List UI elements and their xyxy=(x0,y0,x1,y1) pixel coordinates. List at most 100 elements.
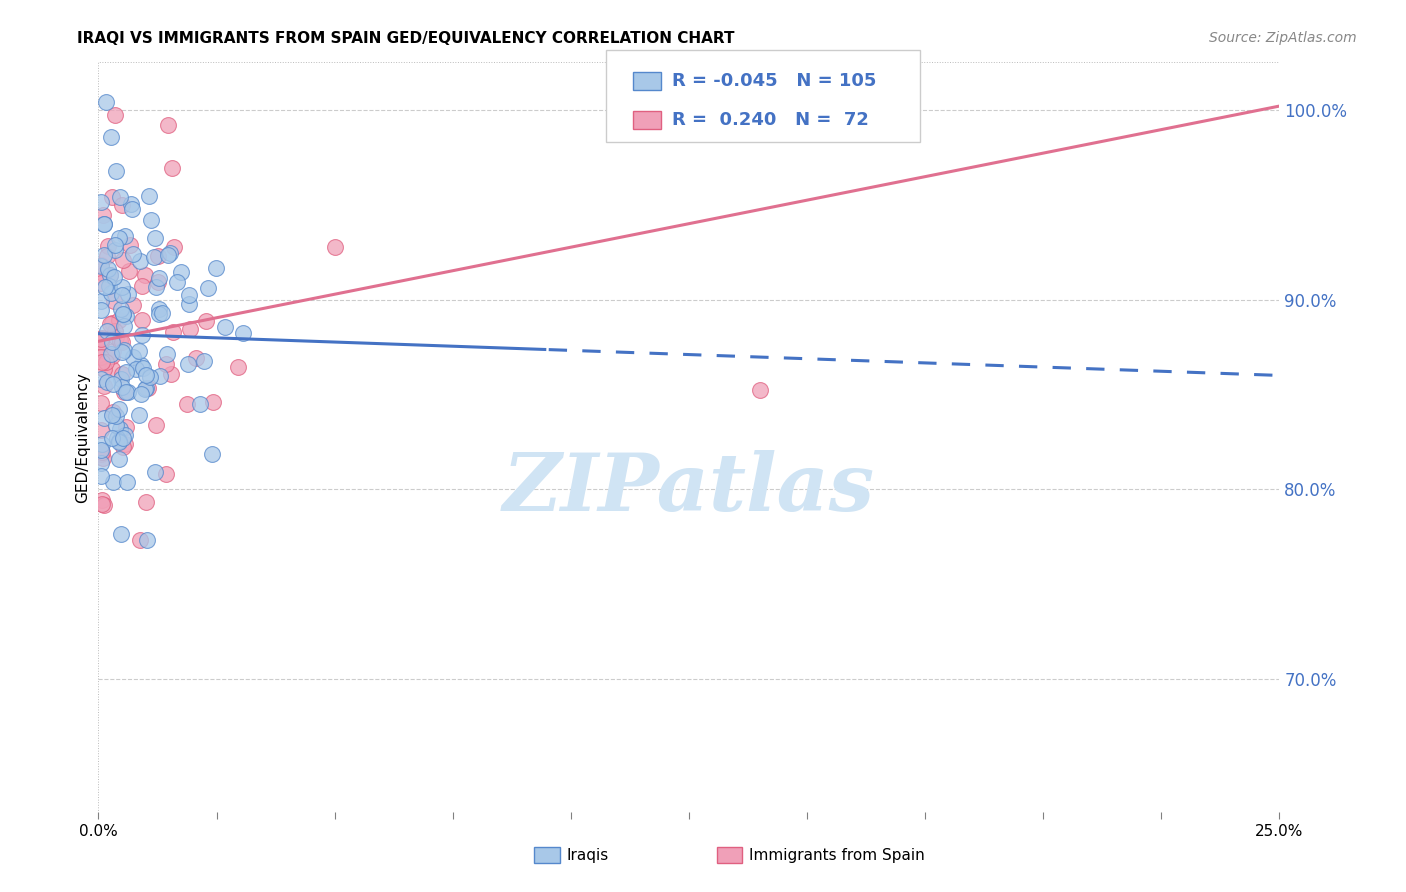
Point xyxy=(122,246,145,260)
Point xyxy=(232,326,254,341)
Point xyxy=(90,343,112,358)
Point xyxy=(125,362,148,376)
Point xyxy=(111,280,134,294)
Point xyxy=(201,447,224,461)
Point xyxy=(90,456,112,470)
Point xyxy=(129,533,152,548)
Point xyxy=(748,384,770,398)
Text: R =  0.240   N =  72: R = 0.240 N = 72 xyxy=(672,111,869,128)
Point xyxy=(97,279,120,293)
Point xyxy=(100,129,122,144)
Point xyxy=(205,260,228,275)
Point xyxy=(118,238,141,252)
Point xyxy=(136,381,159,395)
Point xyxy=(103,294,125,309)
Point xyxy=(115,384,138,399)
Point xyxy=(323,240,346,254)
Point xyxy=(112,385,135,400)
Point xyxy=(107,452,129,467)
Point xyxy=(90,303,112,318)
Point xyxy=(214,319,236,334)
Point xyxy=(90,469,112,483)
Point xyxy=(131,279,153,293)
Point xyxy=(135,368,157,383)
Point xyxy=(107,435,129,450)
Point xyxy=(117,384,139,399)
Point xyxy=(128,408,150,422)
Text: ZIPatlas: ZIPatlas xyxy=(503,450,875,528)
Point xyxy=(101,405,124,419)
Point xyxy=(177,288,200,302)
Point xyxy=(98,318,121,332)
Point xyxy=(108,312,131,326)
Point xyxy=(121,298,143,312)
Text: Source: ZipAtlas.com: Source: ZipAtlas.com xyxy=(1209,31,1357,45)
Point xyxy=(98,268,121,282)
Point xyxy=(110,372,132,386)
Point xyxy=(179,322,201,336)
Point xyxy=(111,307,134,321)
Point xyxy=(111,334,134,349)
Point xyxy=(103,344,125,359)
Point xyxy=(90,332,112,346)
Point xyxy=(131,327,153,342)
Point xyxy=(138,370,160,384)
Point xyxy=(93,217,115,231)
Point xyxy=(111,380,134,394)
Point xyxy=(104,243,127,257)
Point xyxy=(90,194,112,209)
Point xyxy=(170,265,193,279)
Point xyxy=(104,409,127,424)
Point xyxy=(108,190,131,204)
Point xyxy=(136,533,159,547)
Y-axis label: GED/Equivalency: GED/Equivalency xyxy=(75,372,90,502)
Point xyxy=(145,418,167,433)
Point xyxy=(98,268,121,283)
Point xyxy=(135,381,157,395)
Point xyxy=(115,309,138,323)
Point xyxy=(112,252,135,267)
Point xyxy=(108,402,131,417)
Point xyxy=(110,527,132,541)
Point xyxy=(100,347,122,361)
Text: IRAQI VS IMMIGRANTS FROM SPAIN GED/EQUIVALENCY CORRELATION CHART: IRAQI VS IMMIGRANTS FROM SPAIN GED/EQUIV… xyxy=(77,31,735,46)
Point xyxy=(105,431,128,445)
Point xyxy=(115,365,138,379)
Point xyxy=(115,475,138,489)
Point xyxy=(111,344,134,359)
Point xyxy=(90,396,112,410)
Point xyxy=(93,362,115,376)
Point xyxy=(143,231,166,245)
Point xyxy=(131,358,153,372)
Point xyxy=(101,430,124,444)
Point xyxy=(96,324,118,338)
Point xyxy=(97,239,120,253)
Point xyxy=(90,294,112,309)
Point xyxy=(96,355,118,369)
Point xyxy=(150,306,173,320)
Point xyxy=(149,368,172,383)
Point xyxy=(128,343,150,358)
Point xyxy=(148,302,170,317)
Point xyxy=(90,276,112,290)
Point xyxy=(91,437,114,451)
Point xyxy=(155,467,177,482)
Point xyxy=(142,250,165,264)
Point xyxy=(114,229,136,244)
Point xyxy=(90,355,112,369)
Point xyxy=(91,331,114,345)
Point xyxy=(107,434,129,449)
Point xyxy=(104,324,127,338)
Point xyxy=(176,397,198,411)
Point xyxy=(157,248,180,262)
Point xyxy=(114,437,136,451)
Point xyxy=(112,343,135,357)
Point xyxy=(177,357,200,371)
Point xyxy=(162,325,184,339)
Point xyxy=(111,198,134,212)
Point xyxy=(101,475,124,489)
Point xyxy=(114,428,136,442)
Point xyxy=(156,118,179,132)
Point xyxy=(104,237,127,252)
Point xyxy=(93,217,115,231)
